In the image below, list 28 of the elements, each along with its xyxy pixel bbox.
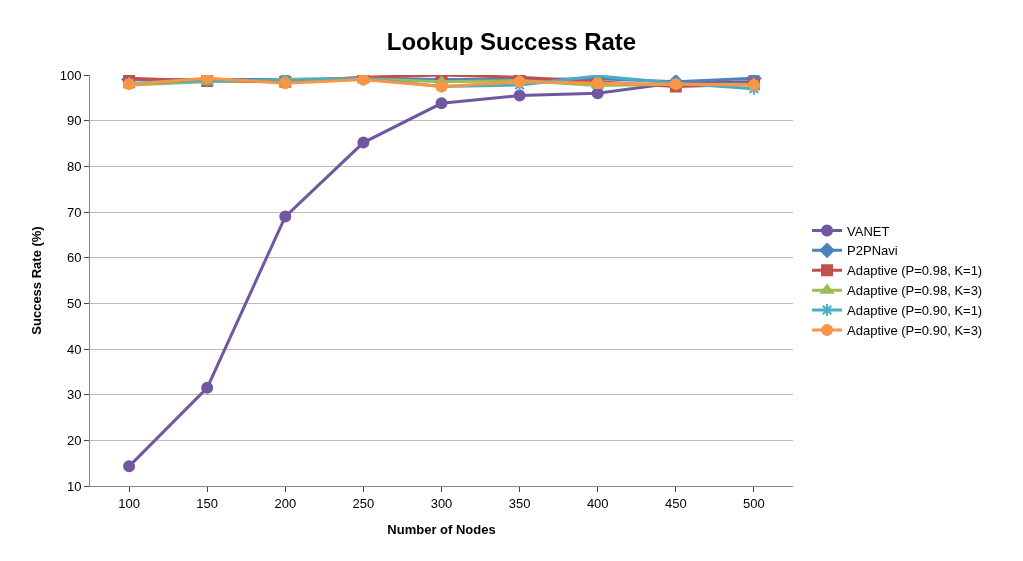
legend-label: Adaptive (P=0.90, K=3) (847, 323, 983, 339)
legend-label: Adaptive (P=0.98, K=3) (847, 283, 983, 299)
x-tick-label: 500 (743, 495, 765, 511)
y-tick-label: 40 (66, 341, 82, 357)
x-tick-label: 400 (586, 495, 609, 511)
x-tick-label: 450 (664, 495, 687, 511)
x-axis-title: Number of Nodes (387, 522, 496, 538)
y-tick-label: 20 (66, 432, 82, 448)
y-axis-title: Success Rate (%) (28, 226, 44, 335)
legend-label: Adaptive (P=0.98, K=1) (847, 263, 983, 279)
x-tick-label: 350 (508, 495, 531, 511)
y-tick-label: 90 (66, 113, 82, 129)
y-tick-label: 80 (66, 158, 82, 174)
legend-label: P2PNavi (847, 243, 898, 259)
x-tick-label: 150 (196, 495, 219, 511)
y-tick-label: 10 (66, 478, 82, 494)
chart-title: Lookup Success Rate (386, 28, 637, 56)
y-tick-label: 70 (66, 204, 82, 220)
legend-label: VANET (847, 223, 890, 239)
x-tick-label: 300 (430, 495, 453, 511)
x-tick-label: 200 (274, 495, 297, 511)
y-tick-label: 50 (66, 295, 82, 311)
y-tick-label: 30 (66, 387, 82, 403)
legend-label: Adaptive (P=0.90, K=1) (847, 303, 983, 319)
y-tick-label: 100 (59, 67, 82, 83)
x-tick-label: 100 (118, 495, 140, 511)
x-tick-label: 250 (352, 495, 375, 511)
y-tick-label: 60 (66, 250, 82, 266)
